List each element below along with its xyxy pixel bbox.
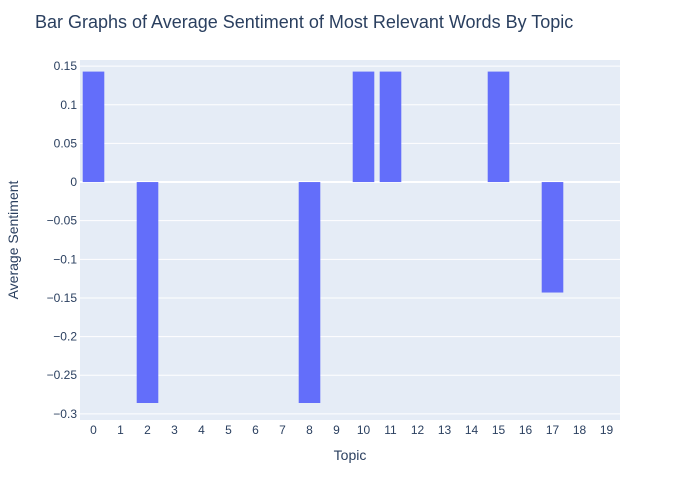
y-tick-label: 0.1	[60, 98, 77, 112]
x-tick-label: 19	[600, 423, 614, 437]
x-tick-label: 4	[198, 423, 205, 437]
x-tick-label: 6	[252, 423, 259, 437]
x-tick-label: 13	[438, 423, 452, 437]
gridlines	[80, 65, 620, 415]
bars	[82, 71, 564, 404]
x-tick-label: 10	[357, 423, 371, 437]
x-tick-label: 0	[90, 423, 97, 437]
y-tick-label: −0.15	[47, 291, 78, 305]
bar-topic-10[interactable]	[352, 71, 375, 183]
x-tick-label: 18	[573, 423, 587, 437]
x-tick-label: 2	[144, 423, 151, 437]
bar-topic-17[interactable]	[541, 182, 564, 293]
x-tick-label: 15	[492, 423, 506, 437]
y-tick-label: −0.2	[53, 330, 77, 344]
x-tick-label: 16	[519, 423, 533, 437]
y-tick-label: −0.3	[53, 407, 77, 421]
plot-area	[80, 60, 620, 420]
y-tick-label: −0.25	[47, 368, 78, 382]
bar-topic-11[interactable]	[379, 71, 402, 183]
x-axis-ticks: 0 1 2 3 4 5 6 7 8 9 10 11 12 13 14 15 16 17 18 19	[90, 423, 613, 437]
y-tick-label: 0.15	[54, 59, 78, 73]
x-tick-label: 1	[117, 423, 124, 437]
x-tick-label: 7	[279, 423, 286, 437]
y-axis-ticks: 0.15 0.1 0.05 0 −0.05 −0.1 −0.15 −0.2 −0.25 −0.3	[47, 59, 78, 421]
x-tick-label: 3	[171, 423, 178, 437]
y-tick-label: 0	[70, 175, 77, 189]
x-tick-label: 9	[333, 423, 340, 437]
chart-title: Bar Graphs of Average Sentiment of Most …	[35, 12, 574, 32]
x-axis-title: Topic	[334, 447, 367, 463]
bar-topic-8[interactable]	[298, 182, 321, 404]
bar-topic-0[interactable]	[82, 71, 105, 183]
x-tick-label: 14	[465, 423, 479, 437]
y-axis-title: Average Sentiment	[5, 180, 21, 299]
x-tick-label: 12	[411, 423, 425, 437]
x-tick-label: 17	[546, 423, 560, 437]
y-tick-label: −0.1	[53, 252, 77, 266]
y-tick-label: 0.05	[54, 136, 78, 150]
x-tick-label: 11	[384, 423, 397, 437]
x-tick-label: 5	[225, 423, 232, 437]
x-tick-label: 8	[306, 423, 313, 437]
y-tick-label: −0.05	[47, 214, 78, 228]
bar-topic-15[interactable]	[487, 71, 510, 183]
bar-topic-2[interactable]	[136, 182, 159, 404]
